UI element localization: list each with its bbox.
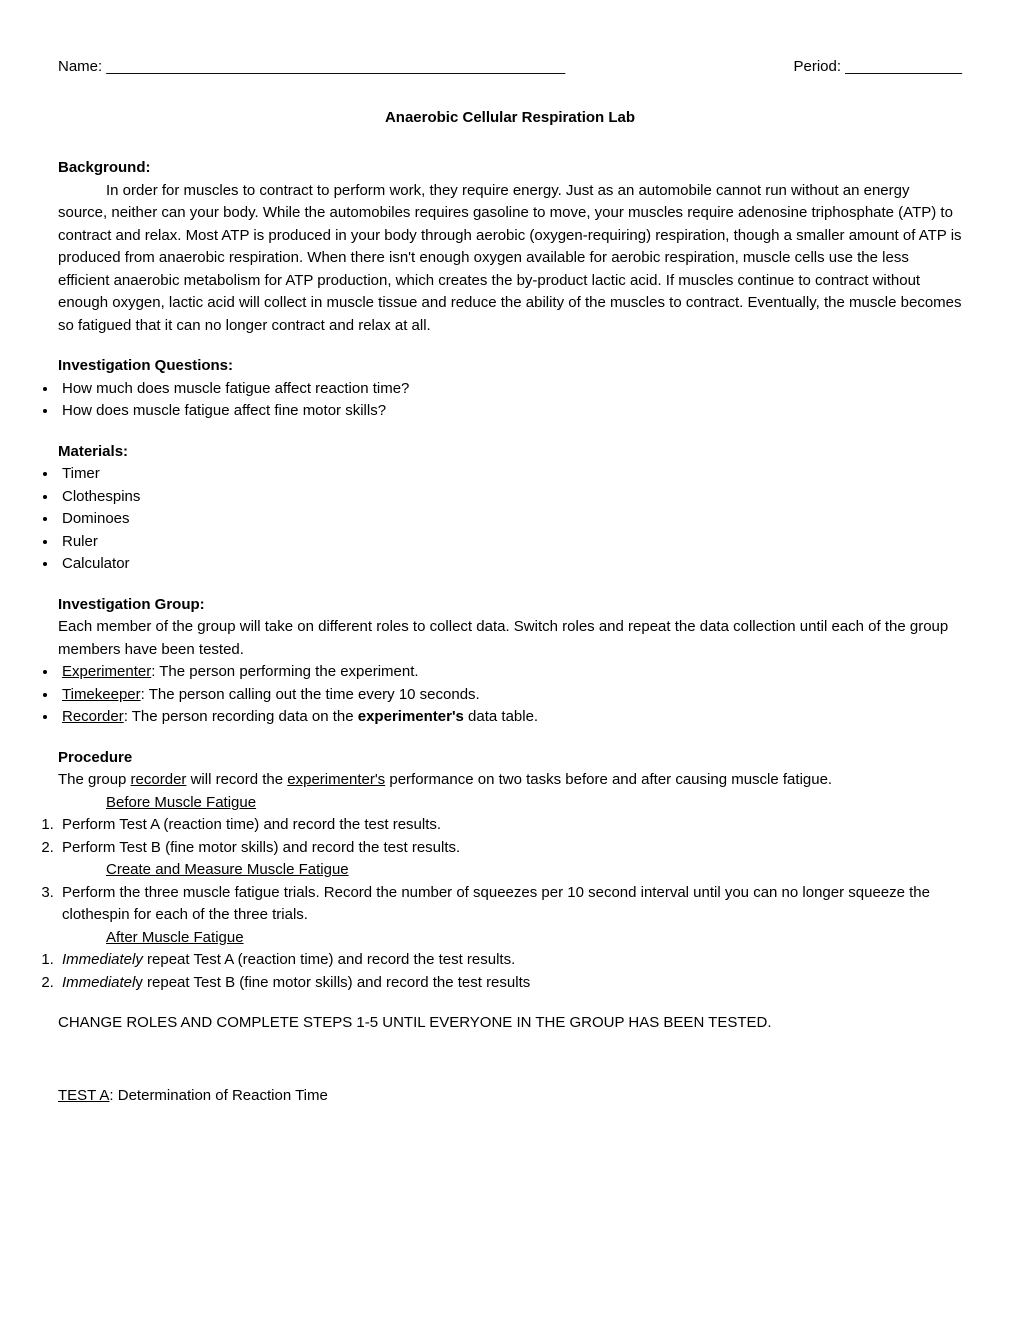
role-label: Timekeeper: [62, 686, 141, 703]
role-label: Experimenter: [62, 663, 151, 680]
period-field-label[interactable]: Period: ______________: [794, 56, 963, 79]
materials-heading: Materials:: [58, 441, 962, 464]
header-line: Name: __________________________________…: [58, 56, 962, 79]
create-list: Perform the three muscle fatigue trials.…: [34, 882, 962, 927]
text: will record the: [186, 771, 287, 788]
role-desc: : The person performing the experiment.: [151, 663, 418, 680]
after-list: Immediately repeat Test A (reaction time…: [34, 949, 962, 994]
text: repeat Test A (reaction time) and record…: [143, 951, 515, 968]
list-item: Immediately repeat Test A (reaction time…: [58, 949, 962, 972]
sub-heading-before: Before Muscle Fatigue: [106, 792, 962, 815]
text-underline: recorder: [131, 771, 187, 788]
list-item: Dominoes: [58, 508, 962, 531]
list-item: Perform Test B (fine motor skills) and r…: [58, 837, 962, 860]
text: The group: [58, 771, 131, 788]
list-item: How does muscle fatigue affect fine moto…: [58, 400, 962, 423]
text-italic: Immediately: [62, 951, 143, 968]
text: performance on two tasks before and afte…: [385, 771, 832, 788]
investigation-group-heading: Investigation Group:: [58, 594, 962, 617]
background-text: In order for muscles to contract to perf…: [58, 180, 962, 338]
list-item: Perform the three muscle fatigue trials.…: [58, 882, 962, 927]
list-item: Clothespins: [58, 486, 962, 509]
list-item: Calculator: [58, 553, 962, 576]
investigation-questions-list: How much does muscle fatigue affect reac…: [34, 378, 962, 423]
role-desc-pre: : The person recording data on the: [124, 708, 358, 725]
background-heading: Background:: [58, 157, 962, 180]
text-underline: experimenter's: [287, 771, 385, 788]
role-desc-post: data table.: [464, 708, 538, 725]
page-title: Anaerobic Cellular Respiration Lab: [58, 107, 962, 130]
role-desc: : The person calling out the time every …: [141, 686, 480, 703]
list-item: Immediately repeat Test B (fine motor sk…: [58, 972, 962, 995]
investigation-questions-heading: Investigation Questions:: [58, 355, 962, 378]
text-italic: Immediatel: [62, 974, 135, 991]
before-list: Perform Test A (reaction time) and recor…: [34, 814, 962, 859]
procedure-heading: Procedure: [58, 747, 962, 770]
name-field-label[interactable]: Name: __________________________________…: [58, 56, 565, 79]
list-item: Timekeeper: The person calling out the t…: [58, 684, 962, 707]
list-item: Recorder: The person recording data on t…: [58, 706, 962, 729]
role-label: Recorder: [62, 708, 124, 725]
sub-heading-create: Create and Measure Muscle Fatigue: [106, 859, 962, 882]
investigation-group-intro: Each member of the group will take on di…: [58, 616, 962, 661]
list-item: Ruler: [58, 531, 962, 554]
roles-list: Experimenter: The person performing the …: [34, 661, 962, 729]
text: y: [135, 974, 143, 991]
list-item: Perform Test A (reaction time) and recor…: [58, 814, 962, 837]
list-item: Timer: [58, 463, 962, 486]
sub-heading-after: After Muscle Fatigue: [106, 927, 962, 950]
list-item: How much does muscle fatigue affect reac…: [58, 378, 962, 401]
role-desc-bold: experimenter's: [358, 708, 464, 725]
test-a-label: TEST A: [58, 1087, 109, 1104]
list-item: Experimenter: The person performing the …: [58, 661, 962, 684]
text: repeat Test B (fine motor skills) and re…: [143, 974, 530, 991]
test-a-heading: TEST A: Determination of Reaction Time: [58, 1085, 962, 1108]
procedure-intro: The group recorder will record the exper…: [58, 769, 962, 792]
test-a-desc: : Determination of Reaction Time: [109, 1087, 327, 1104]
change-roles-note: CHANGE ROLES AND COMPLETE STEPS 1-5 UNTI…: [58, 1012, 962, 1035]
materials-list: Timer Clothespins Dominoes Ruler Calcula…: [34, 463, 962, 576]
